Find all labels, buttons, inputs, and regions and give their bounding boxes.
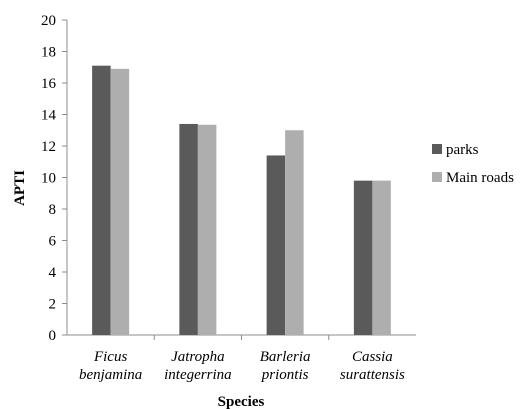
y-tick-label: 2 bbox=[49, 297, 57, 313]
x-axis-title: Species bbox=[218, 394, 265, 409]
y-tick-label: 16 bbox=[41, 76, 57, 92]
x-axis-ticks: Ficus benjamina Jatropha integerrina Barleri… bbox=[79, 335, 405, 383]
legend-swatch bbox=[432, 144, 442, 154]
y-tick-label: 18 bbox=[41, 45, 56, 61]
y-axis-ticks: 0 2 4 6 8 10 12 14 16 18 20 bbox=[41, 13, 67, 344]
x-tick-label: Cassia bbox=[352, 349, 393, 365]
x-tick-label: Barleria bbox=[260, 349, 311, 365]
legend-label: parks bbox=[446, 142, 479, 158]
x-tick-label: benjamina bbox=[79, 367, 142, 383]
y-tick-label: 6 bbox=[49, 234, 57, 250]
y-tick-label: 4 bbox=[49, 265, 57, 281]
bar-parks-3 bbox=[353, 180, 373, 335]
bar-parks-2 bbox=[266, 155, 286, 335]
x-tick-label: integerrina bbox=[164, 367, 232, 383]
y-tick-label: 20 bbox=[41, 13, 56, 29]
y-tick-label: 12 bbox=[41, 139, 56, 155]
bar-main-roads-3 bbox=[372, 180, 391, 335]
x-tick-label: Jatropha bbox=[171, 349, 225, 365]
y-tick-label: 10 bbox=[41, 171, 56, 187]
x-tick-label: surattensis bbox=[340, 367, 405, 383]
chart-bars bbox=[92, 65, 391, 336]
legend-label: Main roads bbox=[446, 170, 514, 186]
y-tick-label: 8 bbox=[49, 202, 57, 218]
bar-main-roads-1 bbox=[197, 124, 217, 335]
bar-parks-1 bbox=[179, 123, 198, 335]
legend-swatch bbox=[432, 172, 442, 182]
chart-legend: parks Main roads bbox=[432, 142, 514, 186]
y-tick-label: 14 bbox=[41, 108, 57, 124]
bar-parks-0 bbox=[92, 65, 111, 336]
y-axis-title: APTI bbox=[12, 170, 28, 206]
bar-main-roads-0 bbox=[110, 68, 130, 335]
bar-main-roads-2 bbox=[285, 130, 304, 335]
x-tick-label: Ficus bbox=[93, 349, 127, 365]
x-tick-label: priontis bbox=[261, 367, 309, 383]
y-tick-label: 0 bbox=[49, 328, 57, 344]
